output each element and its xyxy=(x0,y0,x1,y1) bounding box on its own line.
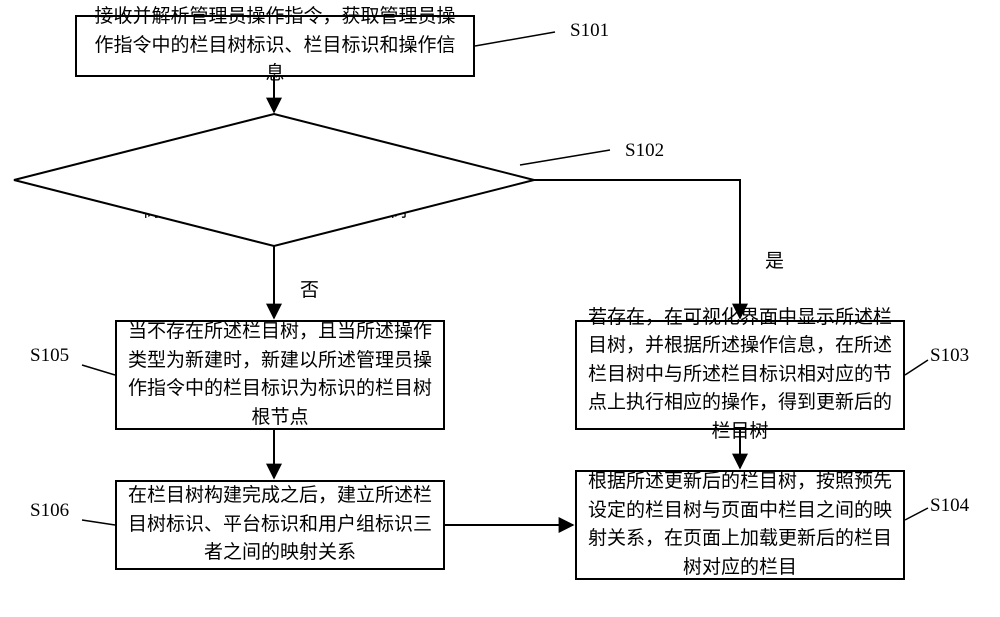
node-s105-text: 当不存在所述栏目树，且当所述操作类型为新建时，新建以所述管理员操作指令中的栏目标… xyxy=(127,318,433,432)
leader-s104 xyxy=(905,508,928,520)
s102-line1: 当所述管理员具有与所述 xyxy=(60,142,490,170)
step-label-s102: S102 xyxy=(625,140,664,162)
edge-label-no: 否 xyxy=(300,275,319,302)
node-s101-text: 接收并解析管理员操作指令，获取管理员操作指令中的栏目树标识、栏目标识和操作信息 xyxy=(87,3,463,89)
leader-s103 xyxy=(905,360,928,375)
step-label-s103: S103 xyxy=(930,345,969,367)
s102-line3: 树标识查询是否存在所述栏目树 xyxy=(60,197,490,225)
leader-s105 xyxy=(82,365,115,375)
leader-s102 xyxy=(520,150,610,165)
step-label-s101: S101 xyxy=(570,20,609,42)
node-s102-text: 当所述管理员具有与所述 管理员操作指令相对应的权限时，根据所述栏目 树标识查询是… xyxy=(60,142,490,225)
node-s106-text: 在栏目树构建完成之后，建立所述栏目树标识、平台标识和用户组标识三者之间的映射关系 xyxy=(127,482,433,568)
node-s106: 在栏目树构建完成之后，建立所述栏目树标识、平台标识和用户组标识三者之间的映射关系 xyxy=(115,480,445,570)
leader-s106 xyxy=(82,520,115,525)
leader-s101 xyxy=(475,32,555,46)
step-label-s105: S105 xyxy=(30,345,69,367)
edge-label-yes: 是 xyxy=(765,246,784,273)
node-s103: 若存在，在可视化界面中显示所述栏目树，并根据所述操作信息，在所述栏目树中与所述栏… xyxy=(575,320,905,430)
flowchart-canvas: 接收并解析管理员操作指令，获取管理员操作指令中的栏目树标识、栏目标识和操作信息 … xyxy=(0,0,1000,617)
step-label-s106: S106 xyxy=(30,500,69,522)
node-s104: 根据所述更新后的栏目树，按照预先设定的栏目树与页面中栏目之间的映射关系，在页面上… xyxy=(575,470,905,580)
node-s104-text: 根据所述更新后的栏目树，按照预先设定的栏目树与页面中栏目之间的映射关系，在页面上… xyxy=(587,468,893,582)
node-s101: 接收并解析管理员操作指令，获取管理员操作指令中的栏目树标识、栏目标识和操作信息 xyxy=(75,15,475,77)
node-s105: 当不存在所述栏目树，且当所述操作类型为新建时，新建以所述管理员操作指令中的栏目标… xyxy=(115,320,445,430)
step-label-s104: S104 xyxy=(930,495,969,517)
node-s103-text: 若存在，在可视化界面中显示所述栏目树，并根据所述操作信息，在所述栏目树中与所述栏… xyxy=(587,304,893,447)
s102-line2: 管理员操作指令相对应的权限时，根据所述栏目 xyxy=(60,170,490,198)
edge-s102-s103 xyxy=(534,180,740,318)
